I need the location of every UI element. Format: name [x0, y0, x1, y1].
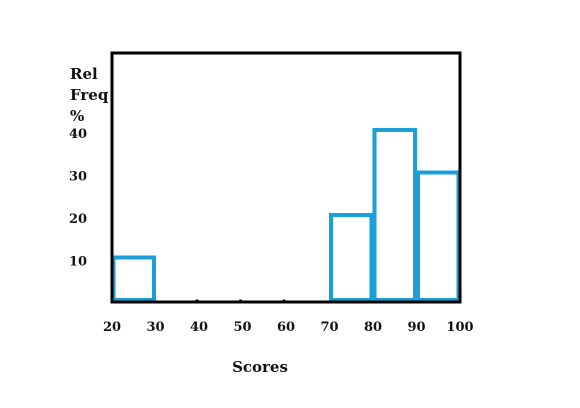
y-axis-label: Rel Freq%: [70, 65, 109, 125]
baseline-dot-60: [282, 299, 286, 303]
x-tick-labels: 20 30 40 50 60 70 80 90 100: [103, 320, 474, 335]
y-tick-labels: 10 20 30 40: [69, 127, 87, 270]
histogram-bar-20-30: [111, 255, 156, 302]
y-tick-label-10: 10: [69, 255, 87, 270]
y-tick-label-30: 30: [69, 170, 87, 185]
x-axis-label: Scores: [232, 358, 288, 376]
baseline-dot-40: [195, 299, 199, 303]
x-tick-label-30: 30: [146, 320, 164, 335]
histogram-bar-90-100: [416, 170, 461, 302]
baseline-dot-50: [238, 299, 243, 303]
histogram-bars: [111, 128, 461, 302]
x-tick-label-50: 50: [233, 320, 251, 335]
baseline-dots: [195, 299, 286, 303]
y-axis-label-line-1: Rel: [70, 65, 98, 83]
x-tick-label-100: 100: [446, 320, 473, 335]
x-tick-label-20: 20: [103, 320, 121, 335]
y-tick-label-40: 40: [69, 127, 87, 142]
plot-frame: [110, 51, 462, 304]
histogram-bar-70-80: [329, 213, 374, 302]
histogram-bar-80-90: [372, 128, 417, 302]
x-tick-label-80: 80: [364, 320, 382, 335]
x-tick-label-40: 40: [190, 320, 208, 335]
y-tick-label-20: 20: [69, 212, 87, 227]
y-axis-label-line-3: %: [70, 107, 84, 125]
x-tick-label-90: 90: [407, 320, 425, 335]
x-tick-label-70: 70: [320, 320, 338, 335]
y-axis-label-line-2: Freq: [70, 86, 109, 104]
x-tick-label-60: 60: [277, 320, 295, 335]
